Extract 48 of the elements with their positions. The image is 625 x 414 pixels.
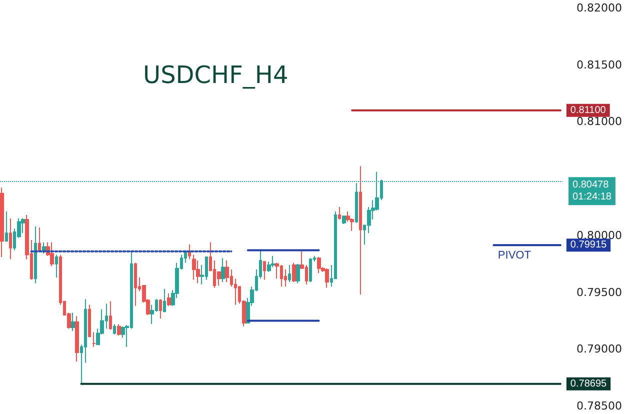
candlestick — [50, 242, 54, 267]
candlestick — [284, 269, 287, 288]
candlestick — [75, 316, 79, 362]
candlestick — [134, 262, 137, 306]
candlestick — [296, 263, 300, 284]
data-label: 0.78695 — [570, 378, 608, 390]
candlestick — [359, 166, 362, 296]
data-label: 0.79915 — [570, 240, 608, 251]
candlestick — [117, 324, 121, 336]
candlestick — [9, 218, 12, 260]
y-tick-label: 0.79500 — [576, 286, 622, 299]
y-tick-label: 0.78500 — [576, 400, 622, 412]
candlestick — [221, 258, 225, 283]
candlestick — [225, 260, 229, 283]
candlestick — [338, 206, 341, 220]
candlestick — [271, 255, 275, 268]
y-tick-label: 0.79000 — [576, 342, 622, 356]
candlestick — [159, 298, 162, 319]
candlestick — [163, 288, 166, 312]
candlestick — [167, 292, 171, 306]
candlestick — [188, 244, 191, 260]
candlestick — [113, 324, 116, 335]
candlestick — [21, 218, 25, 234]
candlestick — [325, 268, 329, 288]
candlestick — [55, 254, 58, 278]
candlestick — [34, 226, 37, 284]
candlestick — [0, 187, 4, 258]
candlestick — [192, 254, 196, 280]
ref-line-label: 0.80478 01:24:18 — [572, 180, 612, 203]
y-tick-label: 0.81500 — [576, 58, 622, 72]
candlestick — [288, 264, 291, 283]
data-label: PIVOT — [498, 250, 532, 262]
candlestick — [263, 261, 266, 280]
candlestick — [5, 211, 8, 242]
candlestick — [292, 262, 296, 283]
candlestick — [88, 304, 91, 338]
text: USDCHF_H4 — [143, 61, 288, 89]
candlestick — [71, 312, 75, 332]
candlestick — [92, 332, 96, 348]
y-tick-label: 0.82000 — [576, 2, 622, 14]
candlestick — [109, 300, 112, 330]
candlestick — [38, 226, 41, 252]
candlestick — [342, 216, 346, 225]
data-label: 0.81100 — [570, 104, 606, 116]
candlestick — [309, 258, 312, 283]
y-tick-label: 0.81000 — [576, 115, 622, 128]
candlestick — [317, 256, 321, 274]
y-tick-label: 0.80000 — [576, 228, 622, 242]
